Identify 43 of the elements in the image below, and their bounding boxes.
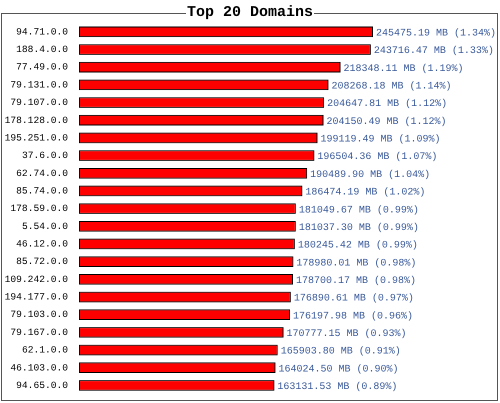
y-tick-label: 109.242.0.0 — [4, 274, 68, 285]
data-label: 218348.11 MB (1.19%) — [344, 62, 464, 75]
y-tick-label: 79.131.0.0 — [10, 79, 68, 90]
y-tick-label: 46.12.0.0 — [16, 238, 68, 250]
y-tick-label: 194.177.0.0 — [4, 292, 68, 303]
y-tick-label: 178.128.0.0 — [4, 114, 68, 126]
data-label: 199119.49 MB (1.09%) — [320, 134, 441, 146]
data-label: 163131.53 MB (0.89%) — [277, 381, 398, 394]
data-label: 204647.81 MB (1.12%) — [327, 98, 448, 110]
data-label: 165903.80 MB (0.91%) — [280, 346, 401, 358]
y-tick-label: 188.4.0.0 — [16, 44, 68, 56]
y-tick-label: 5.54.0.0 — [22, 220, 68, 232]
data-label: 186474.19 MB (1.02%) — [305, 186, 426, 199]
y-tick-label: 62.74.0.0 — [16, 168, 68, 179]
data-label: 164024.50 MB (0.90%) — [278, 363, 398, 376]
data-label: 245475.19 MB (1.34%) — [376, 27, 496, 40]
y-tick-label: 94.65.0.0 — [16, 380, 68, 391]
y-tick-label: 85.74.0.0 — [16, 185, 68, 196]
data-label: 181049.67 MB (0.99%) — [298, 204, 419, 216]
data-label: 181037.30 MB (0.99%) — [298, 222, 419, 234]
y-tick-label: 62.1.0.0 — [22, 344, 68, 356]
data-label: 170777.15 MB (0.93%) — [286, 328, 407, 340]
data-label: 176197.98 MB (0.96%) — [293, 310, 414, 322]
data-label: 190489.90 MB (1.04%) — [310, 168, 430, 181]
y-tick-label: 46.103.0.0 — [10, 362, 68, 374]
y-tick-label: 79.103.0.0 — [10, 309, 68, 320]
data-label: 196504.36 MB (1.07%) — [317, 151, 438, 164]
y-tick-label: 77.49.0.0 — [16, 62, 68, 73]
data-label: 208268.18 MB (1.14%) — [331, 80, 452, 93]
data-label: 204150.49 MB (1.12%) — [326, 116, 447, 128]
data-label: 180245.42 MB (0.99%) — [298, 240, 418, 252]
y-tick-label: 79.167.0.0 — [10, 326, 68, 338]
y-tick-label: 85.72.0.0 — [16, 256, 68, 268]
y-tick-label: 79.107.0.0 — [10, 97, 68, 108]
y-tick-label: 178.59.0.0 — [10, 203, 68, 214]
chart-title: Top 20 Domains — [186, 4, 314, 21]
y-tick-label: 94.71.0.0 — [16, 26, 68, 38]
y-tick-label: 195.251.0.0 — [4, 132, 68, 144]
data-label: 178980.01 MB (0.98%) — [296, 257, 416, 270]
data-label: 176890.61 MB (0.97%) — [294, 292, 414, 305]
y-tick-label: 37.6.0.0 — [22, 150, 68, 162]
data-label: 243716.47 MB (1.33%) — [374, 45, 494, 58]
data-label: 178700.17 MB (0.98%) — [296, 274, 416, 287]
